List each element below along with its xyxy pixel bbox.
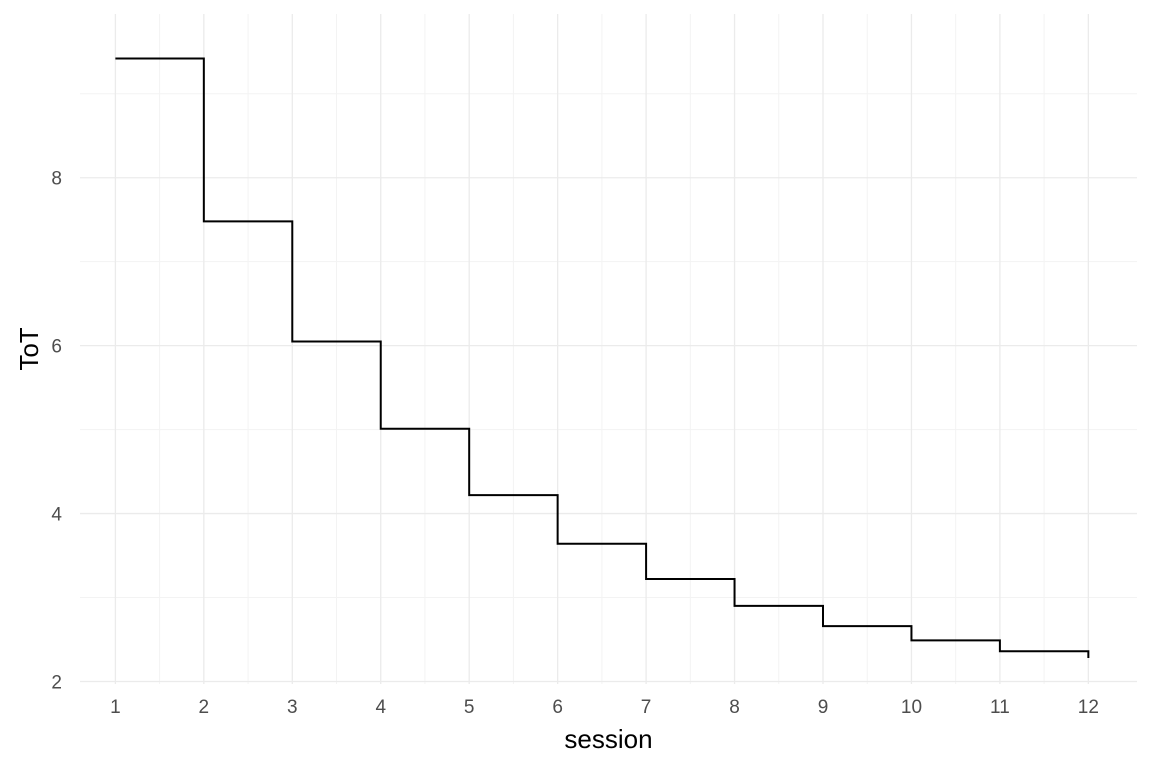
x-tick-label: 11 bbox=[990, 697, 1010, 718]
x-tick-label: 8 bbox=[729, 697, 740, 718]
y-tick-label: 6 bbox=[51, 337, 62, 358]
y-tick-label: 2 bbox=[51, 672, 62, 693]
x-tick-label: 1 bbox=[110, 697, 121, 718]
y-tick-labels: 2 4 6 8 bbox=[51, 169, 62, 694]
x-tick-labels: 1 2 3 4 5 6 7 8 9 10 11 12 bbox=[110, 697, 1099, 718]
series-step-line bbox=[115, 57, 1090, 658]
y-tick-label: 4 bbox=[51, 505, 62, 526]
x-tick-label: 2 bbox=[199, 697, 210, 718]
x-tick-label: 7 bbox=[641, 697, 652, 718]
x-tick-label: 6 bbox=[552, 697, 563, 718]
major-gridlines bbox=[80, 14, 1137, 684]
x-tick-label: 10 bbox=[901, 697, 922, 718]
y-tick-label: 8 bbox=[51, 169, 62, 190]
x-tick-label: 3 bbox=[287, 697, 298, 718]
x-tick-label: 9 bbox=[818, 697, 829, 718]
x-axis-title: session bbox=[564, 724, 652, 754]
x-tick-label: 4 bbox=[375, 697, 386, 718]
minor-gridlines bbox=[80, 14, 1137, 684]
y-axis-title: ToT bbox=[14, 327, 44, 370]
x-tick-label: 5 bbox=[464, 697, 475, 718]
x-tick-label: 12 bbox=[1078, 697, 1099, 718]
